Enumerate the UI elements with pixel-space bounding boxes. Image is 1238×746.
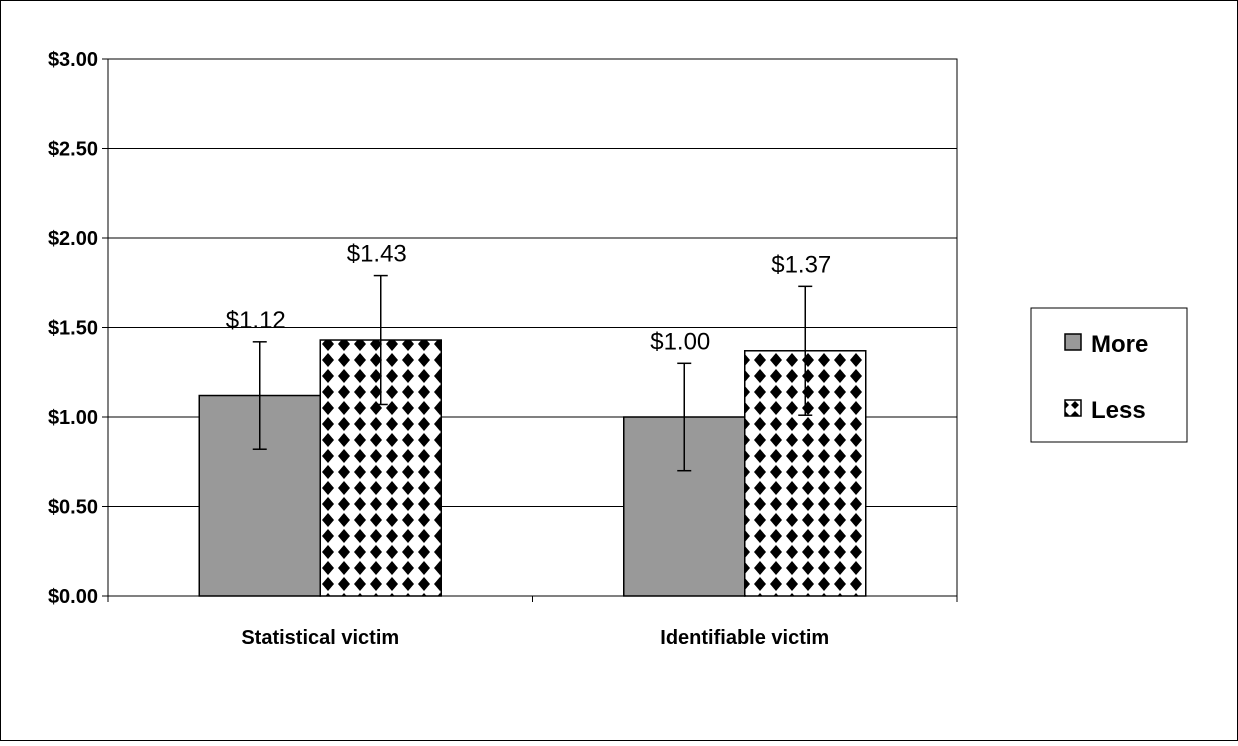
y-tick-label: $1.50 — [48, 318, 98, 340]
y-tick-label: $2.50 — [48, 139, 98, 161]
y-tick-label: $0.50 — [48, 497, 98, 519]
legend-box — [1030, 307, 1188, 443]
category-label: Identifiable victim — [660, 627, 829, 649]
data-label: $1.37 — [771, 251, 831, 278]
y-tick-label: $3.00 — [48, 49, 98, 71]
category-label: Statistical victim — [241, 627, 399, 649]
legend-swatch-less — [1064, 399, 1082, 417]
legend-label-more: More — [1091, 331, 1148, 358]
data-label: $1.12 — [226, 307, 286, 334]
y-tick-label: $1.00 — [48, 407, 98, 429]
legend-swatch-more — [1064, 333, 1082, 351]
data-label: $1.00 — [650, 328, 710, 355]
bar-less-2 — [744, 350, 867, 597]
data-label: $1.43 — [347, 241, 407, 268]
y-tick-label: $2.00 — [48, 228, 98, 250]
y-tick-label: $0.00 — [48, 586, 98, 608]
legend-label-less: Less — [1091, 397, 1146, 424]
